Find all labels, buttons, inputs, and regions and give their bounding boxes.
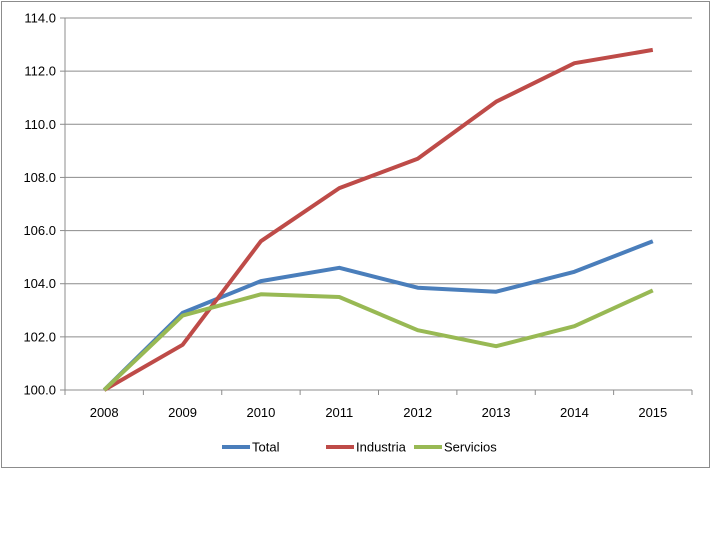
x-tick-label-2009: 2009 (168, 405, 197, 420)
y-tick-label-4: 108.0 (23, 170, 56, 185)
y-tick-label-0: 100.0 (23, 383, 56, 398)
legend-item-total: Total (222, 440, 280, 455)
x-tick-label-2012: 2012 (403, 405, 432, 420)
y-tick-label-2: 104.0 (23, 276, 56, 291)
y-axis-tick-labels: 100.0 102.0 104.0 106.0 108.0 110.0 112.0 114.0 (23, 11, 56, 398)
series-line-total (102, 239, 654, 392)
y-tick-label-3: 106.0 (23, 223, 56, 238)
legend-label-servicios: Servicios (444, 440, 497, 455)
series-line-servicios (102, 288, 654, 392)
x-tick-label-2011: 2011 (325, 405, 353, 420)
x-tick-label-2013: 2013 (482, 405, 511, 420)
legend-item-industria: Industria (326, 440, 407, 455)
legend: Total Industria Servicios (222, 440, 497, 455)
gridlines (65, 17, 692, 338)
x-tick-label-2010: 2010 (246, 405, 275, 420)
x-tick-label-2014: 2014 (560, 405, 589, 420)
series-lines (102, 47, 654, 392)
y-tick-label-7: 114.0 (24, 11, 56, 26)
x-tick-label-2015: 2015 (638, 405, 667, 420)
legend-item-servicios: Servicios (414, 440, 497, 455)
x-tick-label-2008: 2008 (90, 405, 119, 420)
legend-label-total: Total (252, 440, 280, 455)
y-tick-label-6: 112.0 (24, 64, 56, 79)
y-tick-label-5: 110.0 (24, 117, 56, 132)
x-axis-tick-labels: 2008 2009 2010 2011 2012 2013 2014 2015 (90, 405, 668, 420)
series-line-industria (103, 47, 654, 392)
axes (60, 17, 693, 395)
y-tick-label-1: 102.0 (23, 329, 56, 344)
legend-label-industria: Industria (356, 440, 407, 455)
